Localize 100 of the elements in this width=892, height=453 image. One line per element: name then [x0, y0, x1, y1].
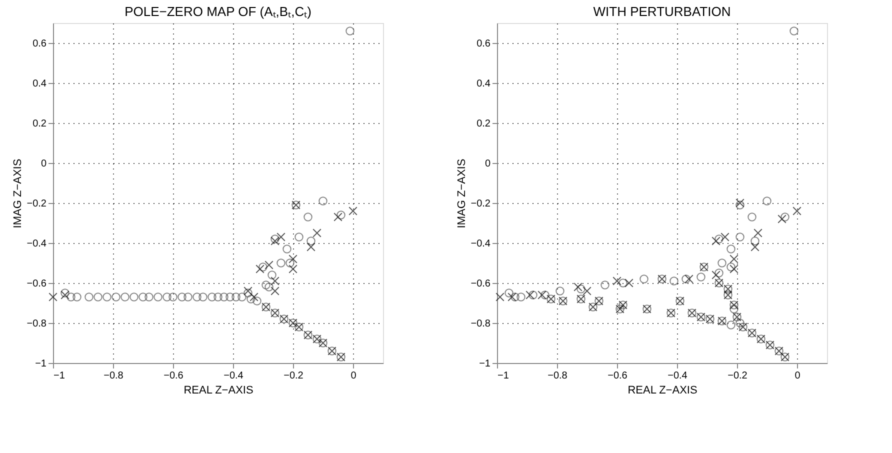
point	[256, 264, 264, 274]
point	[232, 292, 240, 302]
x-axis-title: REAL Z−AXIS	[184, 384, 254, 396]
point	[778, 214, 786, 224]
point	[556, 286, 564, 296]
point	[238, 292, 246, 302]
x-tick-label: −0.2	[284, 370, 304, 382]
y-axis-title: IMAG Z−AXIS	[456, 158, 468, 228]
point	[208, 292, 216, 302]
point	[162, 292, 172, 302]
point	[730, 304, 738, 314]
point	[528, 290, 538, 300]
point	[504, 288, 514, 298]
point	[258, 262, 268, 272]
point	[790, 26, 798, 36]
point	[264, 282, 274, 292]
y-tick-label: 0.4	[476, 78, 491, 90]
point	[312, 228, 322, 238]
point	[624, 278, 634, 288]
point	[178, 292, 186, 302]
point	[192, 292, 202, 302]
point	[138, 292, 148, 302]
point	[726, 244, 736, 254]
x-tick-label: −1	[54, 370, 66, 382]
point	[294, 232, 304, 242]
point	[84, 292, 94, 302]
point	[262, 280, 270, 290]
chart-title: WITH PERTURBATION	[593, 4, 731, 19]
point	[508, 292, 516, 302]
chart-title: POLE−ZERO MAP OF (Aₜ,Bₜ,Cₜ)	[124, 4, 312, 19]
x-tick-label: −0.4	[224, 370, 244, 382]
y-tick-label: −0.8	[26, 318, 47, 330]
y-tick-label: −0.2	[470, 198, 491, 210]
point	[726, 262, 736, 272]
x-tick-label: −0.4	[668, 370, 688, 382]
point	[574, 282, 582, 292]
point	[318, 196, 328, 206]
point	[306, 236, 316, 246]
point	[684, 274, 694, 284]
point	[540, 290, 550, 300]
point	[750, 236, 760, 246]
point	[792, 206, 802, 216]
point	[250, 292, 258, 302]
point	[712, 236, 720, 246]
point	[72, 292, 82, 302]
y-tick-label: 0	[40, 158, 47, 170]
y-tick-label: −0.2	[26, 198, 47, 210]
point	[112, 292, 120, 302]
y-tick-label: −0.4	[26, 238, 47, 250]
point	[220, 292, 228, 302]
point	[618, 278, 628, 288]
point	[754, 228, 762, 238]
y-tick-label: −1	[479, 358, 491, 370]
point	[720, 232, 730, 242]
point	[130, 292, 138, 302]
point	[346, 26, 354, 36]
x-tick-label: −0.8	[548, 370, 568, 382]
point	[276, 258, 286, 268]
x-tick-label: −0.6	[608, 370, 628, 382]
point	[612, 276, 622, 286]
y-tick-label: 0.2	[32, 118, 47, 130]
point	[496, 292, 504, 302]
point	[682, 274, 690, 284]
point	[718, 258, 726, 268]
x-tick-label: 0	[350, 370, 357, 382]
point	[334, 212, 342, 222]
point	[276, 232, 286, 242]
point	[102, 292, 112, 302]
point	[282, 244, 292, 254]
point	[510, 292, 520, 302]
point	[750, 242, 760, 252]
point	[184, 292, 192, 302]
point	[120, 292, 130, 302]
y-tick-label: 0	[484, 158, 491, 170]
y-tick-label: −0.8	[470, 318, 491, 330]
x-tick-label: 0	[794, 370, 801, 382]
point	[726, 320, 736, 330]
point	[348, 206, 358, 216]
x-axis-title: REAL Z−AXIS	[628, 384, 698, 396]
x-tick-label: −1	[498, 370, 510, 382]
point	[762, 196, 772, 206]
point	[538, 290, 546, 300]
point	[748, 212, 756, 222]
y-tick-label: −0.4	[470, 238, 491, 250]
point	[712, 270, 720, 280]
point	[154, 292, 162, 302]
point	[264, 260, 274, 270]
point	[198, 292, 208, 302]
point	[714, 268, 724, 278]
point	[304, 212, 312, 222]
point	[526, 290, 534, 300]
point	[168, 292, 178, 302]
point	[246, 294, 256, 304]
y-tick-label: 0.4	[32, 78, 47, 90]
point	[48, 292, 58, 302]
point	[736, 232, 744, 242]
point	[336, 210, 346, 220]
point	[696, 272, 706, 282]
point	[268, 270, 276, 280]
y-axis-title: IMAG Z−AXIS	[12, 158, 24, 228]
